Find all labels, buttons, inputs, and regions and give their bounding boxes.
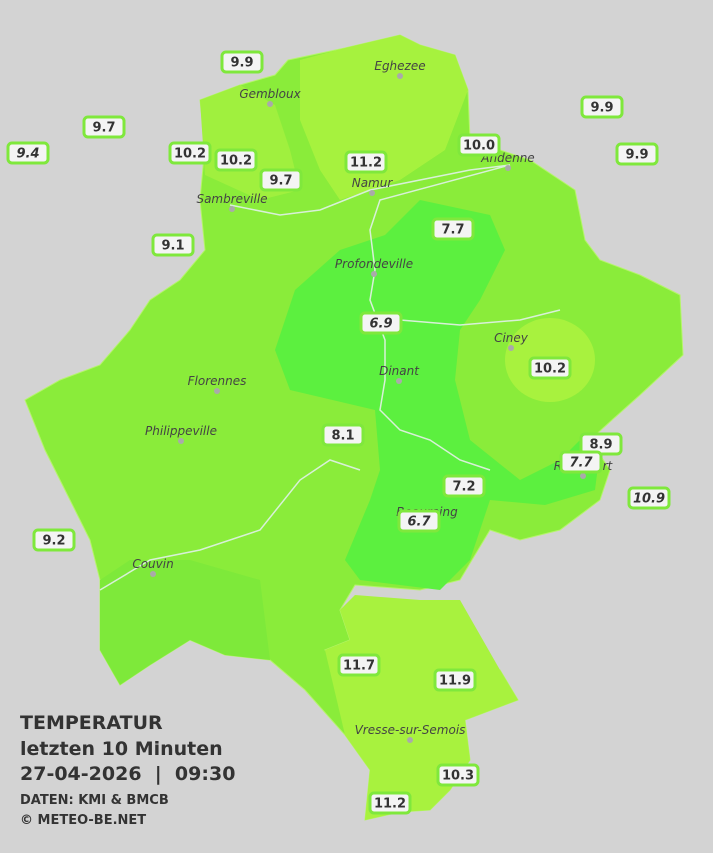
title: TEMPERATUR: [20, 712, 163, 734]
city-label: Florennes: [188, 374, 247, 388]
city-dot: [229, 206, 235, 212]
station-box: [442, 474, 486, 498]
station-box: [397, 509, 441, 533]
station-value: 6.7: [407, 515, 431, 530]
station-value: 7.7: [441, 223, 464, 238]
station-value: 9.9: [590, 101, 613, 116]
station-box: [214, 148, 258, 172]
stations: 9.9 9.7 9.4 10.2 10.2 9.7 11.2 10.0 9.9 9.9 9.1 7.7…: [6, 50, 671, 815]
station-value: 11.2: [374, 797, 406, 812]
station-box: [321, 423, 365, 447]
city-dot: [371, 271, 377, 277]
station-box: [436, 763, 480, 787]
city-label: Eghezee: [374, 59, 425, 73]
station-box: [82, 115, 126, 139]
timestamp: 27-04-2026 | 09:30: [20, 763, 235, 785]
station-value: 10.2: [534, 362, 566, 377]
station-value: 9.2: [42, 534, 65, 549]
city-dot: [397, 73, 403, 79]
city-label: Sambreville: [196, 192, 267, 206]
city-label: Gembloux: [239, 87, 301, 101]
city-label: Namur: [352, 176, 394, 190]
station-box: [344, 150, 388, 174]
station-value: 11.7: [343, 659, 375, 674]
station-value: 8.9: [589, 438, 612, 453]
city-dot: [407, 737, 413, 743]
station-box: [32, 528, 76, 552]
station-box: [151, 233, 195, 257]
city-dot: [396, 378, 402, 384]
station-value: 10.3: [442, 769, 474, 784]
station-value: 9.1: [161, 239, 184, 254]
station-box: [559, 450, 603, 474]
city-label: Profondeville: [335, 257, 413, 271]
station-box: [359, 311, 403, 335]
station-box: [220, 50, 264, 74]
station-box: [431, 217, 475, 241]
city-dot: [369, 190, 375, 196]
station-value: 10.9: [633, 492, 665, 507]
station-box: [433, 668, 477, 692]
city-dot: [214, 388, 220, 394]
station-box: [6, 141, 50, 165]
station-value: 11.2: [350, 156, 382, 171]
dark-zone: [275, 200, 600, 590]
copyright: © METEO-BE.NET: [20, 813, 146, 828]
station-value: 8.1: [331, 429, 354, 444]
station-value: 9.7: [92, 121, 115, 136]
city-label: Philippeville: [145, 424, 217, 438]
station-value: 9.9: [625, 148, 648, 163]
station-box: [168, 141, 212, 165]
city-label: Couvin: [132, 557, 173, 571]
city-label: Dinant: [379, 364, 420, 378]
station-value: 10.2: [174, 147, 206, 162]
station-box: [259, 168, 303, 192]
station-value: 7.7: [569, 456, 593, 471]
station-value: 9.9: [230, 56, 253, 71]
station-value: 11.9: [439, 674, 471, 689]
city-dot: [505, 165, 511, 171]
city-dot: [508, 345, 514, 351]
station-box: [615, 142, 659, 166]
river: [399, 309, 561, 326]
station-value: 9.4: [16, 147, 39, 162]
station-box: [368, 791, 412, 815]
mid-zone-west: [100, 560, 270, 685]
city-label: Vresse-sur-Semois: [355, 723, 466, 737]
river: [229, 164, 511, 471]
city-label: Ciney: [494, 331, 529, 345]
light-zone-north: [300, 35, 468, 200]
station-value: 10.0: [463, 139, 495, 154]
station-value: 6.9: [369, 317, 392, 332]
station-box: [457, 133, 501, 157]
station-value: 9.7: [269, 174, 292, 189]
station-value: 7.2: [452, 480, 475, 495]
city-dot: [150, 571, 156, 577]
city-dot: [178, 438, 184, 444]
station-box: [627, 486, 671, 510]
subtitle: letzten 10 Minuten: [20, 738, 223, 760]
source: DATEN: KMI & BMCB: [20, 793, 169, 808]
station-box: [528, 356, 572, 380]
city-dot: [580, 473, 586, 479]
city-dot: [267, 101, 273, 107]
river: [99, 459, 361, 591]
station-value: 10.2: [220, 154, 252, 169]
station-box: [337, 653, 381, 677]
light-zone-south: [325, 595, 518, 820]
station-box: [580, 95, 624, 119]
